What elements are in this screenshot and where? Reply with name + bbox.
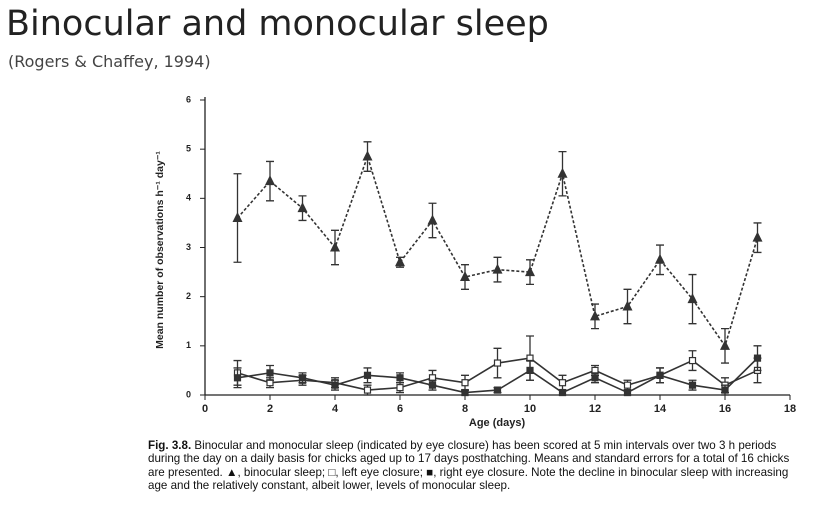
marker	[526, 366, 534, 375]
x-tick-label: 6	[397, 403, 403, 415]
marker	[590, 310, 600, 321]
marker	[265, 175, 275, 186]
marker	[558, 388, 567, 397]
x-tick-label: 0	[202, 403, 208, 415]
x-tick-label: 8	[462, 403, 468, 415]
marker	[396, 374, 404, 382]
slide-subtitle: (Rogers & Chaffey, 1994)	[8, 52, 211, 71]
marker	[622, 300, 633, 311]
chart: Mean number of observations h⁻¹ day⁻¹ Ag…	[154, 94, 796, 429]
marker	[591, 374, 599, 382]
y-tick-label: 0	[186, 389, 191, 399]
marker	[656, 371, 664, 379]
slide-title: Binocular and monocular sleep	[6, 4, 549, 44]
marker	[623, 381, 632, 389]
x-tick-label: 16	[719, 403, 731, 415]
marker	[428, 381, 437, 389]
marker	[557, 167, 568, 178]
marker	[298, 374, 307, 382]
marker	[655, 253, 665, 264]
marker	[331, 381, 339, 389]
x-axis-label: Age (days)	[469, 417, 526, 429]
caption-text: Binocular and monocular sleep (indicated…	[148, 439, 790, 493]
y-tick-label: 4	[186, 193, 191, 203]
marker	[461, 379, 469, 387]
marker	[362, 150, 373, 161]
marker	[688, 356, 697, 365]
x-tick-label: 4	[332, 403, 339, 415]
x-tick-label: 10	[524, 403, 536, 415]
marker	[427, 214, 438, 225]
y-tick-label: 3	[186, 242, 191, 252]
marker	[460, 271, 470, 281]
x-tick-label: 14	[654, 403, 667, 415]
marker	[330, 241, 340, 252]
caption-label: Fig. 3.8.	[148, 439, 192, 452]
marker	[752, 231, 763, 242]
x-tick-label: 2	[267, 403, 273, 415]
marker	[558, 379, 567, 387]
marker	[363, 371, 372, 379]
marker	[461, 388, 469, 397]
marker	[266, 369, 274, 377]
marker	[232, 212, 243, 222]
marker	[525, 266, 535, 277]
marker	[363, 386, 372, 394]
marker	[623, 388, 632, 397]
figure-caption: Fig. 3.8. Binocular and monocular sleep …	[148, 439, 798, 493]
marker	[493, 386, 502, 394]
y-tick-label: 1	[186, 340, 191, 350]
marker	[395, 256, 405, 267]
y-tick-label: 2	[186, 291, 191, 301]
y-tick-label: 5	[186, 144, 191, 154]
marker	[688, 381, 697, 389]
marker	[720, 339, 730, 350]
marker	[297, 202, 308, 213]
y-axis-label: Mean number of observations h⁻¹ day⁻¹	[154, 151, 166, 349]
marker	[492, 263, 503, 274]
marker	[721, 386, 729, 394]
y-tick-label: 6	[186, 94, 191, 104]
x-tick-label: 18	[784, 403, 796, 415]
marker	[687, 293, 698, 304]
marker	[493, 359, 502, 367]
marker	[753, 354, 762, 362]
marker	[233, 374, 242, 382]
marker	[396, 384, 404, 392]
series-line	[236, 154, 759, 348]
x-tick-label: 12	[589, 403, 601, 415]
